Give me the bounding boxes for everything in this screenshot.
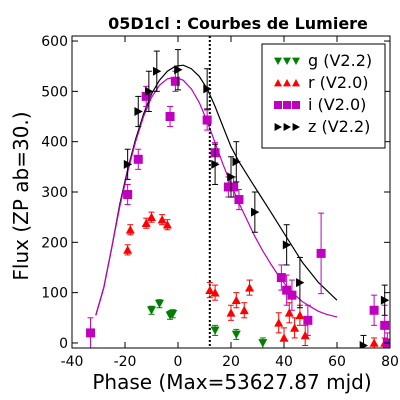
data-point <box>231 295 241 305</box>
data-point <box>123 190 133 200</box>
data-point <box>380 295 390 305</box>
plot-frame <box>71 35 391 349</box>
legend-marker <box>283 57 291 65</box>
x-axis-label: Phase (Max=53627.87 mjd) <box>92 370 371 394</box>
data-point <box>239 305 249 315</box>
data-point <box>168 309 178 319</box>
data-point <box>303 315 313 325</box>
data-point <box>205 285 215 294</box>
data-point <box>202 115 212 125</box>
data-point <box>141 218 151 228</box>
legend-marker <box>292 79 300 87</box>
data-point <box>231 330 241 339</box>
legend-label: i (V2.0) <box>308 95 366 114</box>
data-point <box>145 86 154 96</box>
legend-marker <box>292 57 300 65</box>
legend-marker <box>292 101 300 109</box>
data-point <box>170 76 180 86</box>
data-point <box>282 240 292 250</box>
series-z <box>123 49 390 348</box>
legend-marker <box>274 123 282 131</box>
data-point <box>296 278 305 288</box>
data-point <box>287 290 297 300</box>
legend: g (V2.2) r (V2.0) i (V2.0) z (V2.2) <box>261 43 386 149</box>
legend-marker <box>274 101 282 109</box>
legend-marker <box>283 123 291 131</box>
data-point <box>316 248 326 258</box>
data-point <box>157 215 167 224</box>
x-tick-label: -20 <box>114 354 137 370</box>
series-g <box>147 299 268 348</box>
x-tick-label: 80 <box>381 354 399 370</box>
data-point <box>369 305 379 315</box>
data-point <box>203 84 212 94</box>
y-tick-label: 0 <box>59 336 68 352</box>
data-point <box>227 172 236 182</box>
data-point <box>211 159 220 169</box>
data-point <box>86 328 96 338</box>
data-point <box>154 299 164 309</box>
data-point <box>251 207 260 217</box>
data-point <box>152 66 162 76</box>
data-point <box>125 225 135 234</box>
data-point <box>258 339 268 348</box>
data-point <box>210 288 220 297</box>
legend-label: r (V2.0) <box>308 73 369 92</box>
y-tick-label: 500 <box>41 84 68 100</box>
legend-marker <box>283 101 291 109</box>
data-point <box>274 318 284 327</box>
x-tick-label: 20 <box>222 354 240 370</box>
x-tick-label: 60 <box>328 354 346 370</box>
data-point <box>133 154 143 164</box>
y-tick-label: 400 <box>41 135 68 151</box>
data-point <box>226 308 236 317</box>
model-curve-1 <box>95 64 338 316</box>
data-point <box>174 65 183 75</box>
data-point <box>245 283 255 292</box>
legend-marker <box>292 123 300 131</box>
data-point <box>147 212 156 221</box>
legend-label: z (V2.2) <box>308 117 370 136</box>
data-point <box>290 323 300 332</box>
y-tick-label: 100 <box>41 286 68 302</box>
data-point <box>380 320 390 330</box>
data-point <box>234 195 244 205</box>
x-tick-label: 40 <box>275 354 293 370</box>
data-point <box>229 182 239 192</box>
x-tick-label: -40 <box>61 354 84 370</box>
data-point <box>284 308 294 317</box>
data-point <box>282 285 292 295</box>
legend-frame <box>261 43 386 149</box>
legend-marker <box>283 79 291 87</box>
data-point <box>165 112 175 122</box>
data-point <box>279 333 289 342</box>
axis-ticks: -40 -20 0 20 40 60 80 0 100 200 300 400 500 600 <box>41 34 399 370</box>
y-tick-label: 300 <box>41 185 68 201</box>
series-r <box>123 211 390 348</box>
data-point <box>359 340 368 348</box>
data-point <box>223 182 233 192</box>
data-point <box>134 106 143 116</box>
y-axis-label: Flux (ZP ab=30.) <box>9 111 33 280</box>
data-point <box>162 220 172 229</box>
chart-title: 05D1cl : Courbes de Lumiere <box>108 14 368 33</box>
legend-marker <box>274 79 282 87</box>
y-tick-label: 600 <box>41 34 68 50</box>
data-point <box>147 306 156 315</box>
data-point <box>123 245 133 254</box>
data-point <box>123 159 133 169</box>
legend-marker <box>274 57 282 65</box>
data-point <box>141 91 151 101</box>
y-tick-label: 200 <box>41 235 68 251</box>
x-tick-label: 0 <box>174 354 183 370</box>
data-point <box>210 326 220 335</box>
data-point <box>369 338 379 347</box>
legend-label: g (V2.2) <box>308 51 372 70</box>
data-point <box>276 273 286 283</box>
plot-content <box>86 36 390 348</box>
data-point <box>232 157 241 167</box>
data-point <box>295 310 305 320</box>
